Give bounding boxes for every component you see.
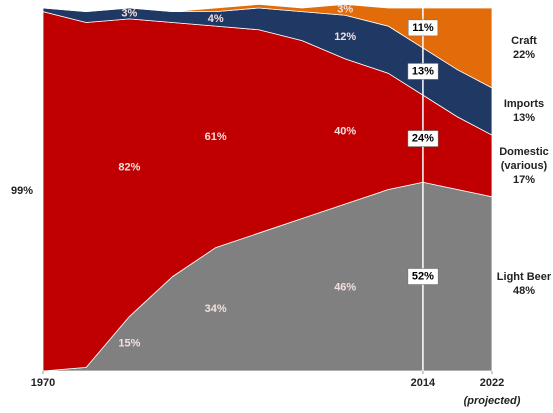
- label-box: [407, 130, 439, 147]
- value-label: 22%: [512, 48, 536, 61]
- value-label: 48%: [512, 284, 536, 297]
- value-label: 40%: [334, 125, 356, 137]
- value-label: 82%: [118, 162, 140, 174]
- value-label: 4%: [208, 13, 224, 25]
- value-label: 13%: [512, 112, 536, 125]
- value-label: 15%: [118, 338, 140, 350]
- label-box: [407, 63, 439, 80]
- x-tick-label: 1970: [31, 377, 55, 389]
- label-box: [407, 268, 439, 285]
- value-label: 12%: [334, 31, 356, 43]
- value-label: 11%: [412, 22, 434, 34]
- series-name: Craft: [511, 34, 537, 47]
- legend-label: Domestic (various) 17%: [494, 145, 553, 187]
- area: [42, 3, 493, 89]
- value-label: 61%: [205, 131, 227, 143]
- series-name: Domestic (various): [499, 145, 549, 172]
- legend-label: Craft 22%: [494, 34, 553, 62]
- value-label: 34%: [205, 303, 227, 315]
- value-label: 46%: [334, 281, 356, 293]
- series-name: Light Beer: [496, 270, 552, 283]
- x-tick-label: 2014: [411, 377, 436, 389]
- value-label: 3%: [121, 7, 137, 19]
- legend-label: Light Beer 48%: [494, 270, 553, 298]
- value-label: 13%: [412, 65, 434, 77]
- legend-label: Imports 13%: [494, 97, 553, 125]
- value-label: 52%: [412, 271, 434, 283]
- series-name: Imports: [503, 98, 545, 111]
- value-label: 99%: [11, 185, 33, 197]
- label-box: [407, 19, 439, 37]
- value-label: 3%: [337, 4, 353, 16]
- value-label: 24%: [412, 133, 434, 145]
- value-label: 17%: [512, 173, 536, 186]
- annotation: (projected): [464, 395, 521, 407]
- x-tick-label: 2022: [480, 377, 504, 389]
